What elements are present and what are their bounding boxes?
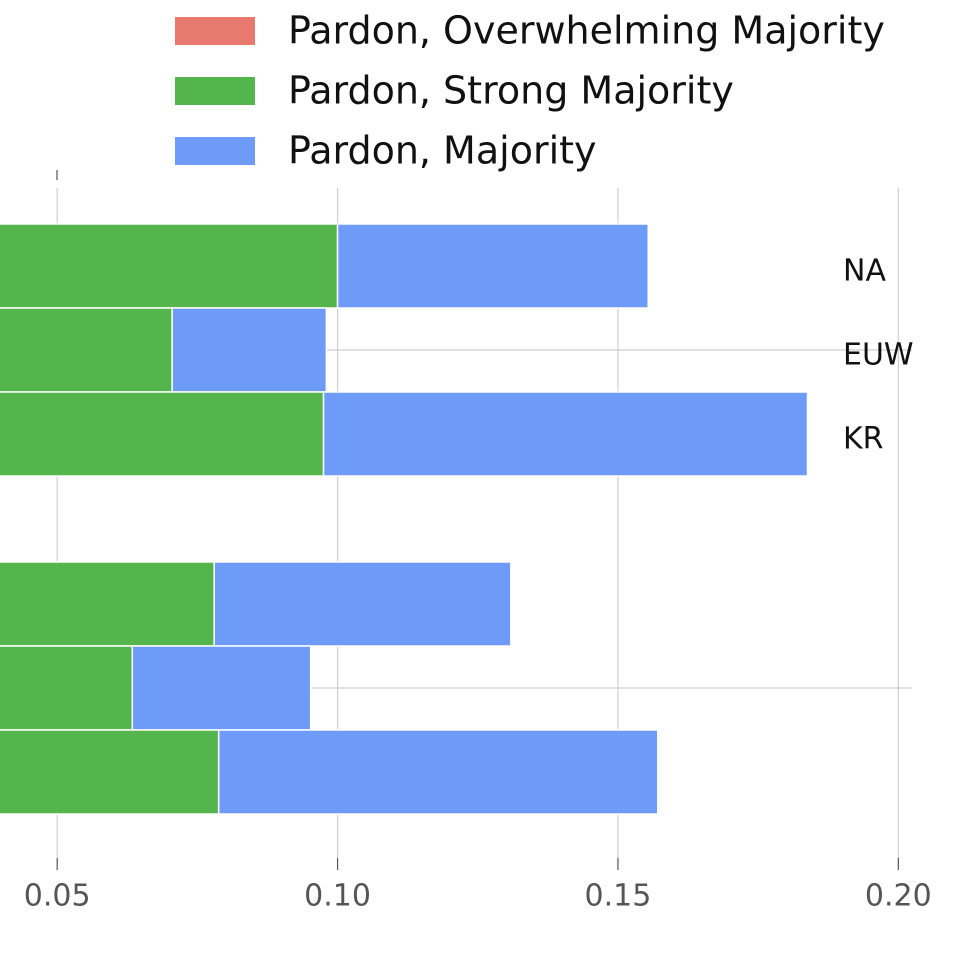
bar — [0, 729, 220, 815]
legend-swatch — [175, 77, 255, 105]
legend-swatch — [175, 137, 255, 165]
bar — [0, 307, 173, 393]
category-label: KR — [843, 422, 884, 457]
bar — [217, 729, 659, 815]
category-label: NA — [843, 254, 886, 289]
bar — [322, 391, 809, 477]
bar — [213, 561, 512, 647]
bar — [0, 223, 339, 309]
category-label: EUW — [843, 338, 914, 373]
bar — [171, 307, 328, 393]
x-tick-label: 0.05 — [24, 879, 91, 914]
legend-swatch — [175, 17, 255, 45]
x-tick-label: 0.10 — [304, 879, 371, 914]
bar — [0, 645, 134, 731]
legend-label: Pardon, Strong Majority — [288, 69, 734, 113]
x-tick-label: 0.20 — [865, 879, 932, 914]
bar — [131, 645, 312, 731]
x-tick-label: 0.15 — [585, 879, 652, 914]
bar — [336, 223, 649, 309]
legend-label: Pardon, Overwhelming Majority — [288, 9, 885, 53]
legend-label: Pardon, Majority — [288, 129, 597, 173]
bar — [0, 561, 215, 647]
bar — [0, 391, 325, 477]
